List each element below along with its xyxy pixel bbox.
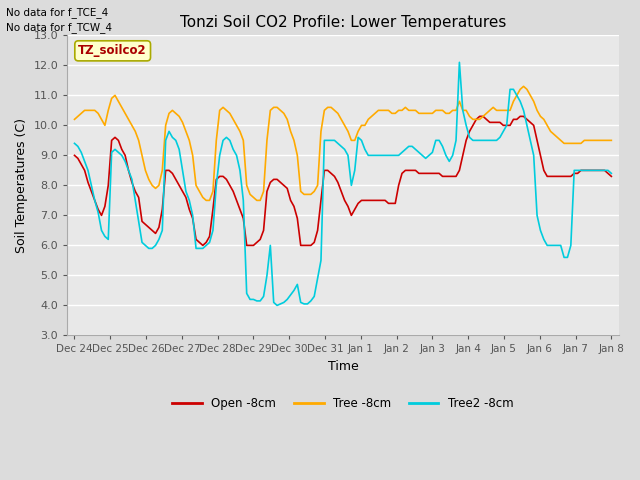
Text: No data for f_TCE_4: No data for f_TCE_4 [6, 7, 109, 18]
Text: TZ_soilco2: TZ_soilco2 [78, 44, 147, 57]
X-axis label: Time: Time [328, 360, 358, 373]
Legend: Open -8cm, Tree -8cm, Tree2 -8cm: Open -8cm, Tree -8cm, Tree2 -8cm [168, 392, 518, 415]
Text: No data for f_TCW_4: No data for f_TCW_4 [6, 22, 113, 33]
Title: Tonzi Soil CO2 Profile: Lower Temperatures: Tonzi Soil CO2 Profile: Lower Temperatur… [180, 15, 506, 30]
Y-axis label: Soil Temperatures (C): Soil Temperatures (C) [15, 118, 28, 253]
